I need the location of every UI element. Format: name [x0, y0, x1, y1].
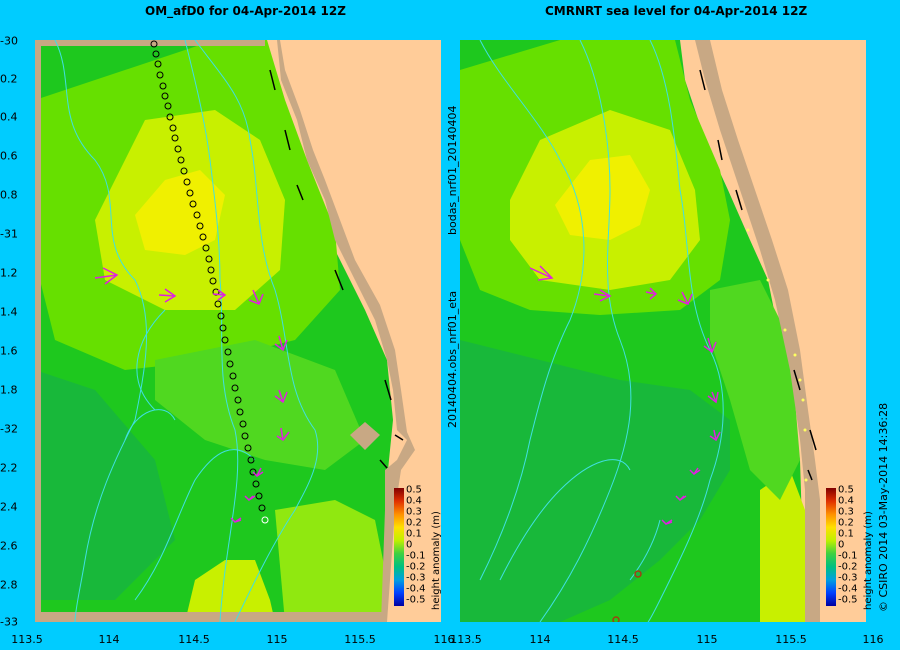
- colorbar-unit-label: height anomaly (m): [863, 511, 874, 610]
- obs-file-label: 20140404.obs_nrf01_eta: [446, 290, 459, 428]
- x-tick-label: 113.5: [11, 633, 43, 646]
- x-tick-label: 114: [98, 633, 120, 646]
- y-tick-label: 2.6: [0, 539, 18, 553]
- x-tick-label: 116: [433, 633, 455, 646]
- colorbar-tick: 0.4: [838, 495, 854, 507]
- x-tick-label: 115: [266, 633, 288, 646]
- colorbar-tick: -0.5: [406, 594, 426, 606]
- colorbar-tick: 0: [406, 539, 413, 551]
- x-tick-label: 115.5: [344, 633, 376, 646]
- y-tick-label: 1.4: [0, 305, 18, 319]
- right-panel-title: CMRNRT sea level for 04-Apr-2014 12Z: [545, 4, 808, 18]
- x-tick-label: 114.5: [178, 633, 210, 646]
- colorbar-tick: 0.5: [406, 484, 422, 496]
- colorbar-tick: -0.4: [406, 583, 426, 595]
- velocity-arrows: [94, 267, 290, 523]
- colorbar-tick: -0.2: [838, 561, 858, 573]
- y-tick-label: 1.8: [0, 383, 18, 397]
- colorbar-tick: 0.3: [406, 506, 422, 518]
- x-tick-label: 114.5: [607, 633, 639, 646]
- x-tick-label: 116: [862, 633, 884, 646]
- y-tick-label: 0.6: [0, 149, 18, 163]
- colorbar-unit-label: height anomaly (m): [431, 511, 442, 610]
- colorbar-tick: 0.1: [406, 528, 422, 540]
- y-tick-label: 2.4: [0, 500, 18, 514]
- x-tick-label: 114: [529, 633, 551, 646]
- colorbar-tick: -0.3: [838, 572, 858, 584]
- y-tick-label: -31: [0, 227, 18, 241]
- colorbar-tick: 0.2: [406, 517, 422, 529]
- y-tick-label: 0.2: [0, 72, 18, 86]
- x-tick-label: 113.5: [450, 633, 482, 646]
- right-map-panel: [460, 40, 866, 622]
- model-run-label: bodas_nrf01_20140404: [446, 105, 459, 235]
- colorbar-tick: -0.5: [838, 594, 858, 606]
- colorbar-tick: 0.3: [838, 506, 854, 518]
- left-map-panel: [35, 40, 441, 622]
- colorbar-tick: -0.1: [838, 550, 858, 562]
- colorbar-tick: 0.4: [406, 495, 422, 507]
- credit-text: © CSIRO 2014 03-May-2014 14:36:28: [877, 402, 890, 612]
- y-tick-label: 2.2: [0, 461, 18, 475]
- colorbar-tick: -0.2: [406, 561, 426, 573]
- colorbar-tick: -0.1: [406, 550, 426, 562]
- x-tick-label: 115.5: [775, 633, 807, 646]
- y-tick-label: -33: [0, 615, 18, 629]
- y-tick-label: 0.8: [0, 188, 18, 202]
- left-panel-title: OM_afD0 for 04-Apr-2014 12Z: [145, 4, 346, 18]
- y-tick-label: -30: [0, 34, 18, 48]
- colorbar-tick: -0.4: [838, 583, 858, 595]
- track-markers: [150, 40, 269, 524]
- colorbar-tick: 0.5: [838, 484, 854, 496]
- colorbar-gradient: [394, 488, 404, 606]
- colorbar-tick: 0: [838, 539, 845, 551]
- x-tick-label: 115: [696, 633, 718, 646]
- colorbar-tick: 0.2: [838, 517, 854, 529]
- right-map: [460, 40, 820, 622]
- y-tick-label: 0.4: [0, 110, 18, 124]
- y-tick-label: -32: [0, 422, 18, 436]
- colorbar-tick: 0.1: [838, 528, 854, 540]
- colorbar-tick: -0.3: [406, 572, 426, 584]
- velocity-arrows-right: [529, 265, 721, 525]
- colorbar-gradient: [826, 488, 836, 606]
- y-tick-label: 1.2: [0, 266, 18, 280]
- left-map: [35, 40, 415, 622]
- y-tick-label: 2.8: [0, 578, 18, 592]
- y-tick-label: 1.6: [0, 344, 18, 358]
